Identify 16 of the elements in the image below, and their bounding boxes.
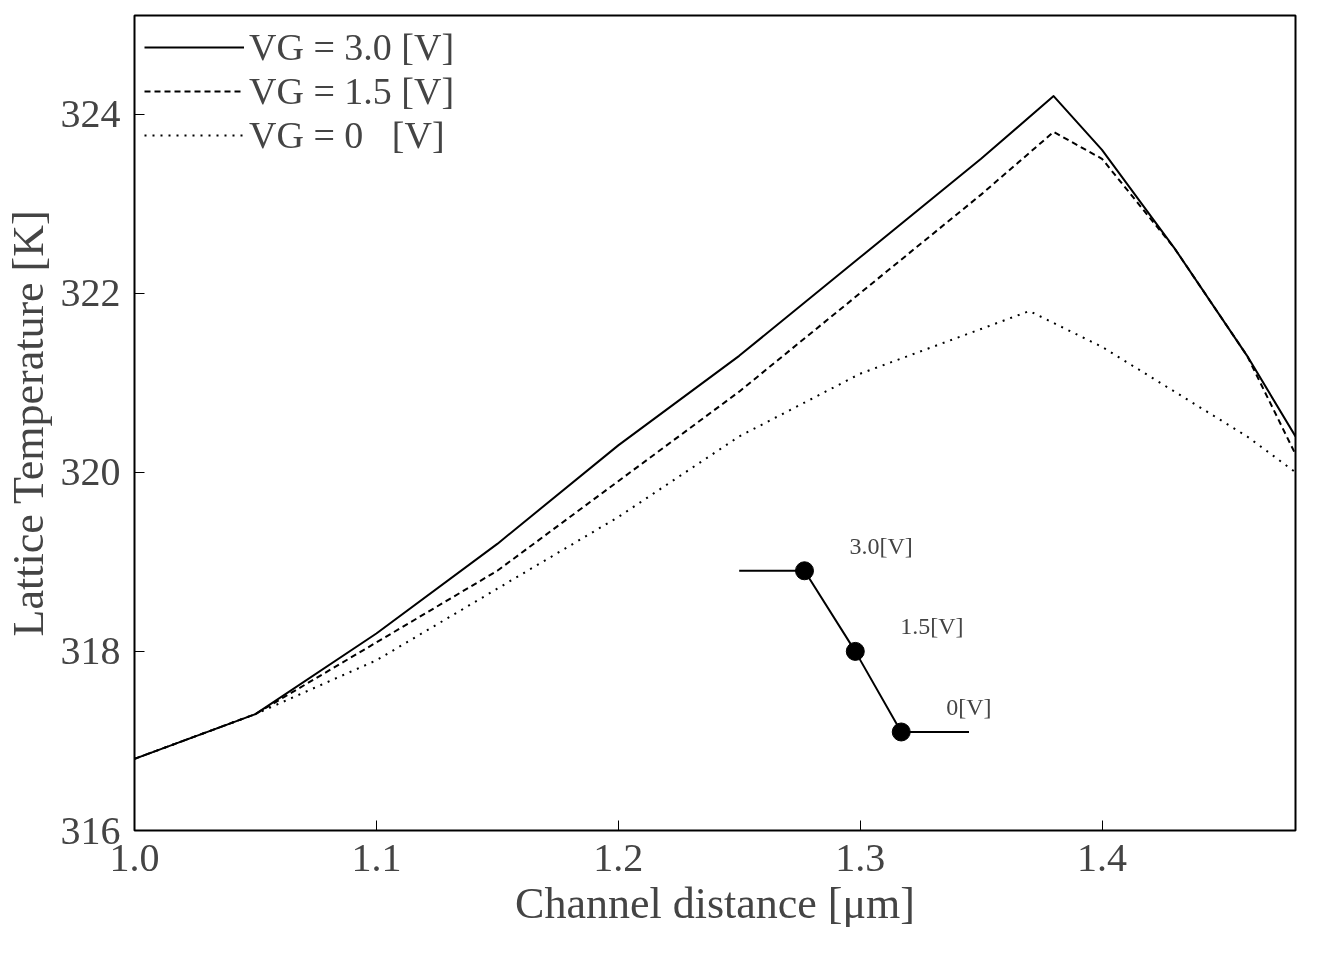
annotation: 3.0[V] [849, 532, 913, 559]
y-tick-label: 322 [60, 270, 121, 316]
x-tick-label: 1.3 [835, 834, 886, 880]
x-tick-label: 1.4 [1077, 834, 1127, 880]
annotation: 0[V] [946, 693, 992, 720]
legend-label: VG = 0 [V] [249, 113, 445, 157]
annotation: 1.5[V] [900, 613, 964, 640]
legend-label: VG = 3.0 [V] [249, 25, 455, 69]
y-tick-label: 320 [60, 449, 121, 495]
x-axis-title: Channel distance [μm] [515, 878, 915, 928]
x-tick-label: 1.2 [593, 834, 644, 880]
legend-label: VG = 1.5 [V] [249, 69, 455, 113]
y-tick-label: 318 [60, 628, 121, 674]
x-tick-label: 1.1 [351, 834, 402, 880]
y-tick-label: 324 [60, 91, 121, 137]
y-axis-title: Lattice Temperature [K] [3, 210, 53, 637]
